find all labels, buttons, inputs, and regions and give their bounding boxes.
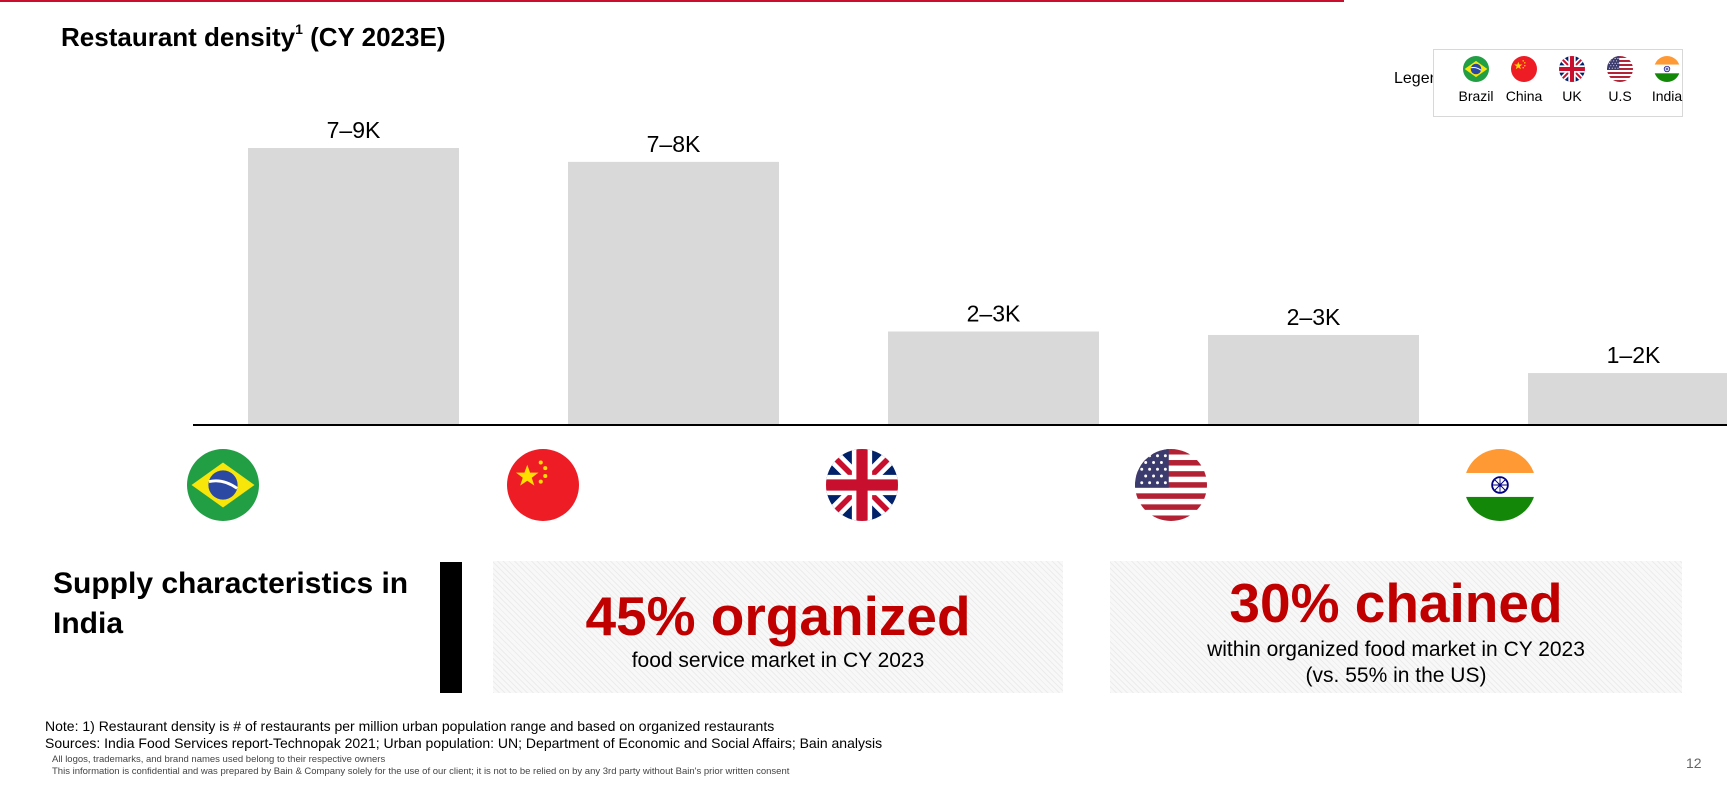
data-label-china: 7–8K xyxy=(647,131,701,157)
stat-box-chained: 30% chained within organized food market… xyxy=(1110,561,1682,693)
top-accent-line xyxy=(0,0,1344,2)
bar-india xyxy=(1528,373,1727,425)
stat-headline-organized: 45% organized xyxy=(585,585,971,647)
stat-box-organized: 45% organized food service market in CY … xyxy=(493,561,1063,693)
uk-flag-icon xyxy=(826,449,898,521)
chart-title: Restaurant density1 (CY 2023E) xyxy=(61,21,446,52)
bar-u-s xyxy=(1208,334,1419,425)
bar-china xyxy=(568,161,779,425)
uk-flag-icon xyxy=(1559,56,1585,82)
page-number: 12 xyxy=(1686,755,1702,771)
legend-item-china: China xyxy=(1499,56,1549,104)
us-flag-icon xyxy=(1607,56,1633,82)
bar-brazil xyxy=(248,148,459,425)
china-flag-icon xyxy=(1511,56,1537,82)
data-label-uk: 2–3K xyxy=(967,301,1021,327)
bar-chart: 7–9K 7–8K 2–3K 2–3K 1–2K xyxy=(0,117,1727,530)
stat-sub-chained: within organized food market in CY 2023(… xyxy=(1207,638,1585,687)
brazil-flag-icon xyxy=(1463,56,1489,82)
fine-print: All logos, trademarks, and brand names u… xyxy=(52,754,790,777)
data-label-brazil: 7–9K xyxy=(327,117,381,143)
stat-headline-chained: 30% chained xyxy=(1229,572,1563,634)
china-flag-icon xyxy=(507,449,579,521)
bar-uk xyxy=(888,331,1099,425)
brazil-flag-icon xyxy=(187,449,259,521)
data-label-u-s: 2–3K xyxy=(1287,304,1341,330)
sources-text: Sources: India Food Services report-Tech… xyxy=(45,735,883,751)
india-flag-icon xyxy=(1464,449,1536,521)
legend-item-uk: UK xyxy=(1547,56,1597,104)
legend-item-brazil: Brazil xyxy=(1451,56,1501,104)
footnote: Note: 1) Restaurant density is # of rest… xyxy=(45,718,882,752)
u-s-flag-icon xyxy=(1135,449,1207,521)
india-flag-icon xyxy=(1654,56,1680,82)
data-label-india: 1–2K xyxy=(1607,342,1661,368)
legend-item-india: India xyxy=(1642,56,1692,104)
stat-sub-organized: food service market in CY 2023 xyxy=(631,649,925,672)
note-text: Note: 1) Restaurant density is # of rest… xyxy=(45,718,775,734)
divider-bar xyxy=(440,562,462,693)
legend: Brazil China UK U.S India xyxy=(1433,49,1683,117)
supply-title: Supply characteristics in India xyxy=(53,567,409,640)
legend-item-us: U.S xyxy=(1595,56,1645,104)
